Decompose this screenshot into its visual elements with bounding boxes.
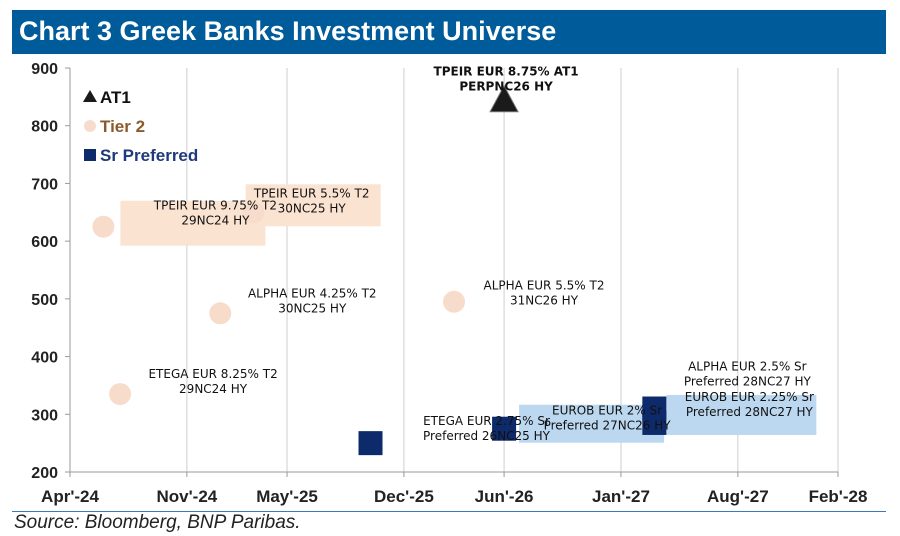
- data-label-line: ETEGA EUR 8.25% T2: [148, 367, 277, 381]
- data-label-line: PERPNC26 HY: [459, 80, 553, 94]
- data-label-line: Preferred 28NC27 HY: [686, 405, 814, 419]
- data-label-box: [120, 200, 266, 246]
- sr-preferred-marker: [358, 431, 383, 456]
- data-label-box: [245, 184, 381, 227]
- tier2-marker: [109, 383, 132, 406]
- data-label: TPEIR EUR 5.5% T2 30NC25 HY: [253, 186, 370, 215]
- y-tick-label: 300: [31, 407, 58, 424]
- y-tick-label: 500: [31, 292, 58, 309]
- tier2-marker: [92, 215, 115, 238]
- data-label-line: ALPHA EUR 5.5% T2: [484, 279, 605, 293]
- x-tick-label: Feb'-28: [809, 487, 868, 506]
- data-label-line: Preferred 27NC26 HY: [544, 419, 672, 433]
- data-label-line: ALPHA EUR 2.5% Sr: [688, 360, 807, 374]
- data-label-line: Preferred 28NC27 HY: [684, 375, 812, 389]
- data-label-line: EUROB EUR 2.25% Sr: [685, 390, 814, 404]
- data-label-line: TPEIR EUR 9.75% T2: [153, 199, 277, 213]
- data-label: EUROB EUR 2% Sr Preferred 27NC26 HY: [544, 404, 672, 433]
- chart-title: Chart 3 Greek Banks Investment Universe: [19, 16, 557, 46]
- legend-sr-preferred-icon: [84, 149, 96, 161]
- y-tick-label: 900: [31, 61, 58, 78]
- x-tick-label: Apr'-24: [41, 487, 99, 506]
- y-tick-label: 200: [31, 465, 58, 482]
- x-tick-label: Jun'-26: [475, 487, 534, 506]
- sr-preferred-marker: [642, 410, 667, 435]
- tier2-marker: [242, 201, 265, 224]
- x-tick-label: Jan'-27: [592, 487, 650, 506]
- data-label-line: TPEIR EUR 8.75% AT1: [434, 65, 579, 79]
- tier2-marker: [443, 290, 465, 313]
- data-label-line: TPEIR EUR 5.5% T2: [253, 186, 370, 200]
- y-tick-label: 800: [31, 119, 58, 136]
- data-label-line: 29NC24 HY: [179, 382, 248, 396]
- y-tick-label: 600: [31, 234, 58, 251]
- legend-label: AT1: [100, 88, 131, 107]
- y-tick-label: 400: [31, 350, 58, 367]
- data-label-line: ALPHA EUR 4.25% T2: [248, 286, 377, 300]
- data-label: ETEGA EUR 2.75% Sr Preferred 26NC25 HY: [423, 414, 551, 443]
- data-label: ETEGA EUR 8.25% T2 29NC24 HY: [148, 367, 277, 396]
- data-label-line: ETEGA EUR 2.75% Sr: [423, 414, 550, 428]
- legend-label: Sr Preferred: [100, 146, 198, 165]
- legend-label: Tier 2: [100, 117, 145, 136]
- data-label-line: 30NC25 HY: [278, 201, 347, 215]
- data-label-line: Preferred 26NC25 HY: [423, 429, 551, 443]
- source-note: Source: Bloomberg, BNP Paribas.: [14, 512, 301, 533]
- data-label: EUROB EUR 2.25% Sr Preferred 28NC27 HY: [685, 390, 814, 419]
- x-tick-label: May'-25: [256, 487, 318, 506]
- x-tick-label: Dec'-25: [374, 487, 434, 506]
- data-label-box: [666, 394, 817, 435]
- legend-at1-icon: [83, 90, 97, 102]
- data-label: ALPHA EUR 2.5% Sr Preferred 28NC27 HY: [684, 360, 812, 389]
- tier2-marker: [209, 302, 232, 325]
- data-label: ALPHA EUR 5.5% T2 31NC26 HY: [484, 279, 605, 308]
- data-label-line: EUROB EUR 2% Sr: [552, 404, 662, 418]
- y-tick-label: 700: [31, 176, 58, 193]
- data-label-line: 30NC25 HY: [278, 301, 347, 315]
- data-label: TPEIR EUR 8.75% AT1 PERPNC26 HY: [434, 65, 579, 94]
- data-label-line: 29NC24 HY: [181, 214, 250, 228]
- x-tick-label: Aug'-27: [707, 487, 769, 506]
- at1-marker: [489, 84, 519, 113]
- data-label: TPEIR EUR 9.75% T2 29NC24 HY: [153, 199, 277, 228]
- chart-title-bar: Chart 3 Greek Banks Investment Universe: [12, 10, 886, 54]
- sr-preferred-marker: [492, 416, 517, 441]
- footer-divider: [12, 511, 886, 512]
- data-label-line: 31NC26 HY: [510, 294, 579, 308]
- legend-tier2-icon: [84, 120, 96, 132]
- x-tick-label: Nov'-24: [157, 487, 218, 506]
- data-label-box: [519, 404, 665, 443]
- data-label: ALPHA EUR 4.25% T2 30NC25 HY: [248, 286, 377, 315]
